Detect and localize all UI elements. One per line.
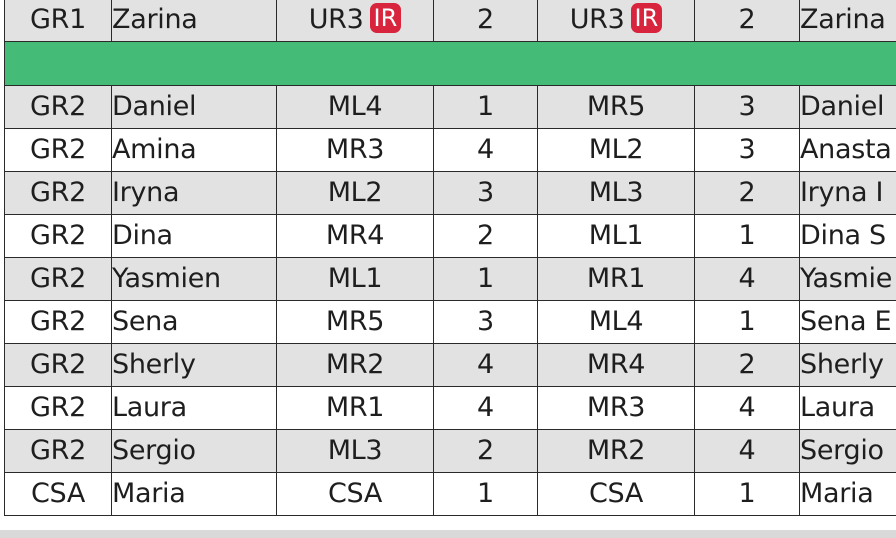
name-cell: Sherly <box>111 343 277 387</box>
position-cell: UR3 IR <box>537 0 695 42</box>
value-cell: 2 <box>694 0 800 42</box>
position-cell: ML4 <box>537 300 695 344</box>
table-row[interactable]: GR2 Yasmien ML1 1 MR1 4 Yasmie <box>4 257 896 301</box>
group-cell: GR1 <box>4 0 112 42</box>
group-cell: CSA <box>4 472 112 516</box>
full-name-cell: Yasmie <box>799 257 896 301</box>
group-cell: GR2 <box>4 386 112 430</box>
table-row[interactable]: GR1 Zarina UR3 IR 2 UR3 IR 2 Zarina <box>4 0 896 42</box>
table-row[interactable]: GR2 Daniel ML4 1 MR5 3 Daniel <box>4 85 896 129</box>
full-name-cell: Sergio <box>799 429 896 473</box>
full-name-cell: Sherly <box>799 343 896 387</box>
position-text: UR3 <box>569 4 625 35</box>
position-cell: CSA <box>276 472 434 516</box>
table-body: GR1 Zarina UR3 IR 2 UR3 IR 2 Zarina GR2 Da… <box>4 0 896 516</box>
position-cell: MR4 <box>276 214 434 258</box>
group-cell: GR2 <box>4 257 112 301</box>
table-row[interactable]: GR2 Dina MR4 2 ML1 1 Dina S <box>4 214 896 258</box>
roster-table: GR1 Zarina UR3 IR 2 UR3 IR 2 Zarina GR2 Da… <box>4 0 896 516</box>
group-cell: GR2 <box>4 85 112 129</box>
name-cell: Sena <box>111 300 277 344</box>
name-cell: Daniel <box>111 85 277 129</box>
position-cell: ML1 <box>276 257 434 301</box>
name-cell: Sergio <box>111 429 277 473</box>
value-cell: 2 <box>694 171 800 215</box>
full-name-cell: Laura <box>799 386 896 430</box>
full-name-cell: Zarina <box>799 0 896 42</box>
value-cell: 4 <box>433 343 538 387</box>
name-cell: Amina <box>111 128 277 172</box>
position-cell: MR5 <box>537 85 695 129</box>
value-cell: 1 <box>694 300 800 344</box>
position-cell: CSA <box>537 472 695 516</box>
position-cell: ML2 <box>276 171 434 215</box>
position-cell: MR3 <box>276 128 434 172</box>
group-cell: GR2 <box>4 171 112 215</box>
status-badge: IR <box>369 3 402 33</box>
table-row[interactable]: GR2 Amina MR3 4 ML2 3 Anasta <box>4 128 896 172</box>
full-name-cell: Maria <box>799 472 896 516</box>
table-row[interactable]: GR2 Sena MR5 3 ML4 1 Sena E <box>4 300 896 344</box>
value-cell: 1 <box>694 214 800 258</box>
bottom-strip <box>0 530 896 538</box>
group-cell: GR2 <box>4 343 112 387</box>
position-cell: ML1 <box>537 214 695 258</box>
value-cell: 2 <box>433 0 538 42</box>
name-cell: Maria <box>111 472 277 516</box>
full-name-cell: Iryna I <box>799 171 896 215</box>
value-cell: 4 <box>694 386 800 430</box>
value-cell: 1 <box>433 257 538 301</box>
name-cell: Yasmien <box>111 257 277 301</box>
table-row[interactable]: CSA Maria CSA 1 CSA 1 Maria <box>4 472 896 516</box>
value-cell: 4 <box>433 128 538 172</box>
position-cell: MR2 <box>537 429 695 473</box>
full-name-cell: Sena E <box>799 300 896 344</box>
name-cell: Iryna <box>111 171 277 215</box>
table-row[interactable]: GR2 Sherly MR2 4 MR4 2 Sherly <box>4 343 896 387</box>
position-cell: MR3 <box>537 386 695 430</box>
value-cell: 2 <box>433 429 538 473</box>
full-name-cell: Daniel <box>799 85 896 129</box>
value-cell: 2 <box>694 343 800 387</box>
position-cell: UR3 IR <box>276 0 434 42</box>
value-cell: 4 <box>694 429 800 473</box>
value-cell: 3 <box>694 128 800 172</box>
position-text: UR3 <box>308 4 364 35</box>
group-separator-row <box>4 41 896 86</box>
value-cell: 1 <box>433 472 538 516</box>
table-row[interactable]: GR2 Sergio ML3 2 MR2 4 Sergio <box>4 429 896 473</box>
value-cell: 1 <box>433 85 538 129</box>
position-cell: MR5 <box>276 300 434 344</box>
position-cell: MR1 <box>276 386 434 430</box>
value-cell: 3 <box>694 85 800 129</box>
group-cell: GR2 <box>4 128 112 172</box>
value-cell: 4 <box>694 257 800 301</box>
full-name-cell: Dina S <box>799 214 896 258</box>
position-cell: ML2 <box>537 128 695 172</box>
value-cell: 1 <box>694 472 800 516</box>
group-cell: GR2 <box>4 429 112 473</box>
position-cell: ML3 <box>276 429 434 473</box>
table-row[interactable]: GR2 Laura MR1 4 MR3 4 Laura <box>4 386 896 430</box>
value-cell: 3 <box>433 171 538 215</box>
name-cell: Dina <box>111 214 277 258</box>
value-cell: 4 <box>433 386 538 430</box>
separator-cell <box>4 41 896 86</box>
name-cell: Zarina <box>111 0 277 42</box>
name-cell: Laura <box>111 386 277 430</box>
position-cell: MR2 <box>276 343 434 387</box>
status-badge: IR <box>630 3 663 33</box>
position-cell: ML4 <box>276 85 434 129</box>
group-cell: GR2 <box>4 214 112 258</box>
full-name-cell: Anasta <box>799 128 896 172</box>
position-cell: MR4 <box>537 343 695 387</box>
group-cell: GR2 <box>4 300 112 344</box>
value-cell: 2 <box>433 214 538 258</box>
value-cell: 3 <box>433 300 538 344</box>
position-cell: ML3 <box>537 171 695 215</box>
position-cell: MR1 <box>537 257 695 301</box>
table-row[interactable]: GR2 Iryna ML2 3 ML3 2 Iryna I <box>4 171 896 215</box>
